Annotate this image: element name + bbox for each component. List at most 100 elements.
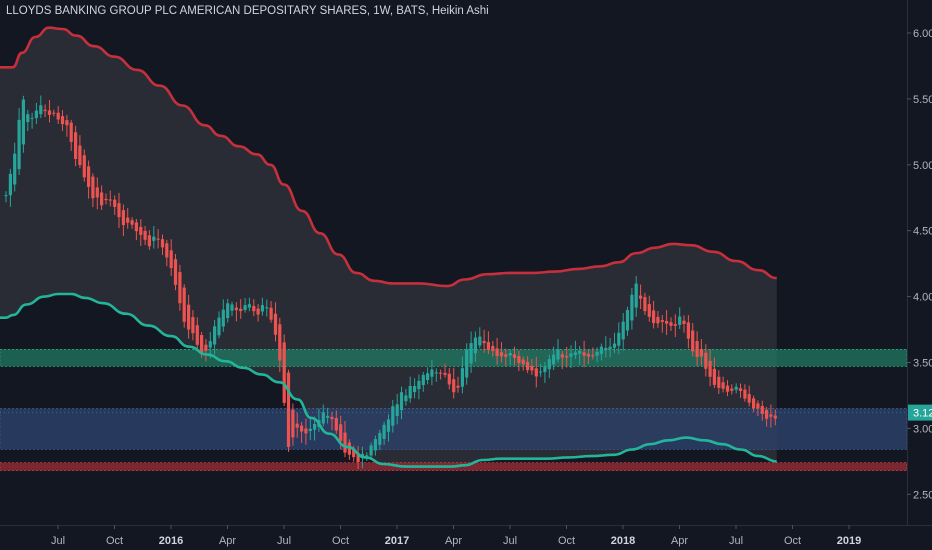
candle[interactable]	[74, 125, 78, 167]
candle[interactable]	[356, 446, 360, 470]
candle[interactable]	[621, 313, 625, 351]
candle[interactable]	[230, 301, 234, 317]
candle[interactable]	[182, 284, 186, 328]
candle[interactable]	[460, 356, 464, 394]
candle[interactable]	[178, 264, 182, 311]
candle[interactable]	[539, 363, 543, 377]
candle[interactable]	[39, 95, 43, 119]
candle[interactable]	[469, 331, 473, 373]
candle[interactable]	[508, 349, 512, 366]
candle[interactable]	[13, 142, 17, 192]
candle[interactable]	[604, 336, 608, 358]
candle[interactable]	[586, 349, 590, 364]
candle[interactable]	[104, 193, 108, 205]
candle[interactable]	[213, 319, 217, 355]
candle[interactable]	[52, 109, 56, 117]
candle[interactable]	[426, 367, 430, 385]
candle[interactable]	[773, 409, 777, 426]
candle[interactable]	[169, 239, 173, 276]
candle[interactable]	[682, 315, 686, 333]
candle[interactable]	[491, 341, 495, 357]
candle[interactable]	[517, 350, 521, 371]
candle[interactable]	[730, 384, 734, 395]
candle[interactable]	[617, 322, 621, 355]
candle[interactable]	[113, 195, 117, 215]
candle[interactable]	[300, 421, 304, 443]
candle[interactable]	[30, 112, 34, 129]
candle[interactable]	[347, 439, 351, 460]
candle[interactable]	[330, 411, 334, 431]
candle[interactable]	[512, 346, 517, 366]
candle[interactable]	[760, 400, 764, 421]
candle[interactable]	[204, 339, 208, 362]
candle[interactable]	[373, 435, 377, 456]
candle[interactable]	[260, 297, 264, 316]
price-axis[interactable]: 6.00 5.50 5.00 4.50 4.00 3.50 3.00 2.50	[907, 28, 932, 501]
candle[interactable]	[417, 374, 421, 400]
candle[interactable]	[160, 234, 165, 256]
candle[interactable]	[704, 344, 708, 377]
candle[interactable]	[108, 190, 112, 207]
candle[interactable]	[34, 102, 38, 124]
candle[interactable]	[252, 299, 256, 317]
candle[interactable]	[630, 287, 634, 330]
candle[interactable]	[712, 357, 716, 389]
candle[interactable]	[743, 384, 747, 402]
candle[interactable]	[486, 331, 490, 355]
candle[interactable]	[465, 343, 469, 385]
candle[interactable]	[434, 368, 438, 382]
candle[interactable]	[265, 299, 269, 317]
candle[interactable]	[430, 360, 434, 386]
candle[interactable]	[504, 348, 508, 367]
candle[interactable]	[121, 204, 125, 237]
candle[interactable]	[599, 343, 603, 361]
candle[interactable]	[282, 334, 286, 407]
candle[interactable]	[399, 386, 404, 420]
candle[interactable]	[239, 299, 243, 319]
candle[interactable]	[8, 168, 12, 207]
candle[interactable]	[478, 327, 482, 349]
candle[interactable]	[717, 370, 721, 394]
candle[interactable]	[195, 317, 199, 351]
candle[interactable]	[752, 395, 756, 413]
candle[interactable]	[695, 331, 699, 367]
candle[interactable]	[82, 149, 86, 182]
candle[interactable]	[678, 307, 682, 329]
candle[interactable]	[60, 110, 65, 131]
candle[interactable]	[247, 297, 251, 312]
time-axis[interactable]: Jul Oct 2016 Apr Jul Oct 2017 Apr Jul Oct 2018 Apr J…	[51, 525, 861, 547]
candle[interactable]	[560, 350, 564, 370]
candle[interactable]	[556, 339, 560, 363]
candle[interactable]	[686, 315, 690, 349]
candle[interactable]	[747, 385, 751, 407]
candle[interactable]	[369, 442, 373, 459]
candle[interactable]	[378, 429, 382, 450]
candle[interactable]	[530, 359, 534, 375]
candle[interactable]	[708, 349, 712, 387]
candle[interactable]	[725, 380, 730, 397]
candle[interactable]	[673, 314, 677, 337]
candle[interactable]	[408, 376, 412, 403]
candle[interactable]	[126, 208, 130, 229]
candle[interactable]	[595, 347, 599, 363]
candle[interactable]	[699, 339, 703, 366]
candle[interactable]	[413, 378, 417, 399]
candle[interactable]	[495, 337, 499, 365]
candle[interactable]	[578, 346, 582, 366]
candle[interactable]	[65, 114, 69, 137]
candle[interactable]	[734, 383, 738, 394]
candle[interactable]	[608, 338, 612, 358]
candle[interactable]	[456, 376, 460, 393]
candle[interactable]	[217, 311, 221, 339]
candle[interactable]	[391, 399, 395, 433]
candle[interactable]	[143, 226, 147, 246]
candle[interactable]	[665, 310, 669, 335]
candle[interactable]	[473, 331, 477, 363]
candle[interactable]	[582, 340, 586, 368]
candle[interactable]	[591, 347, 595, 360]
candle[interactable]	[343, 421, 347, 458]
candle[interactable]	[152, 226, 156, 249]
candle[interactable]	[69, 119, 73, 151]
candle[interactable]	[304, 418, 308, 445]
candle[interactable]	[291, 403, 295, 446]
